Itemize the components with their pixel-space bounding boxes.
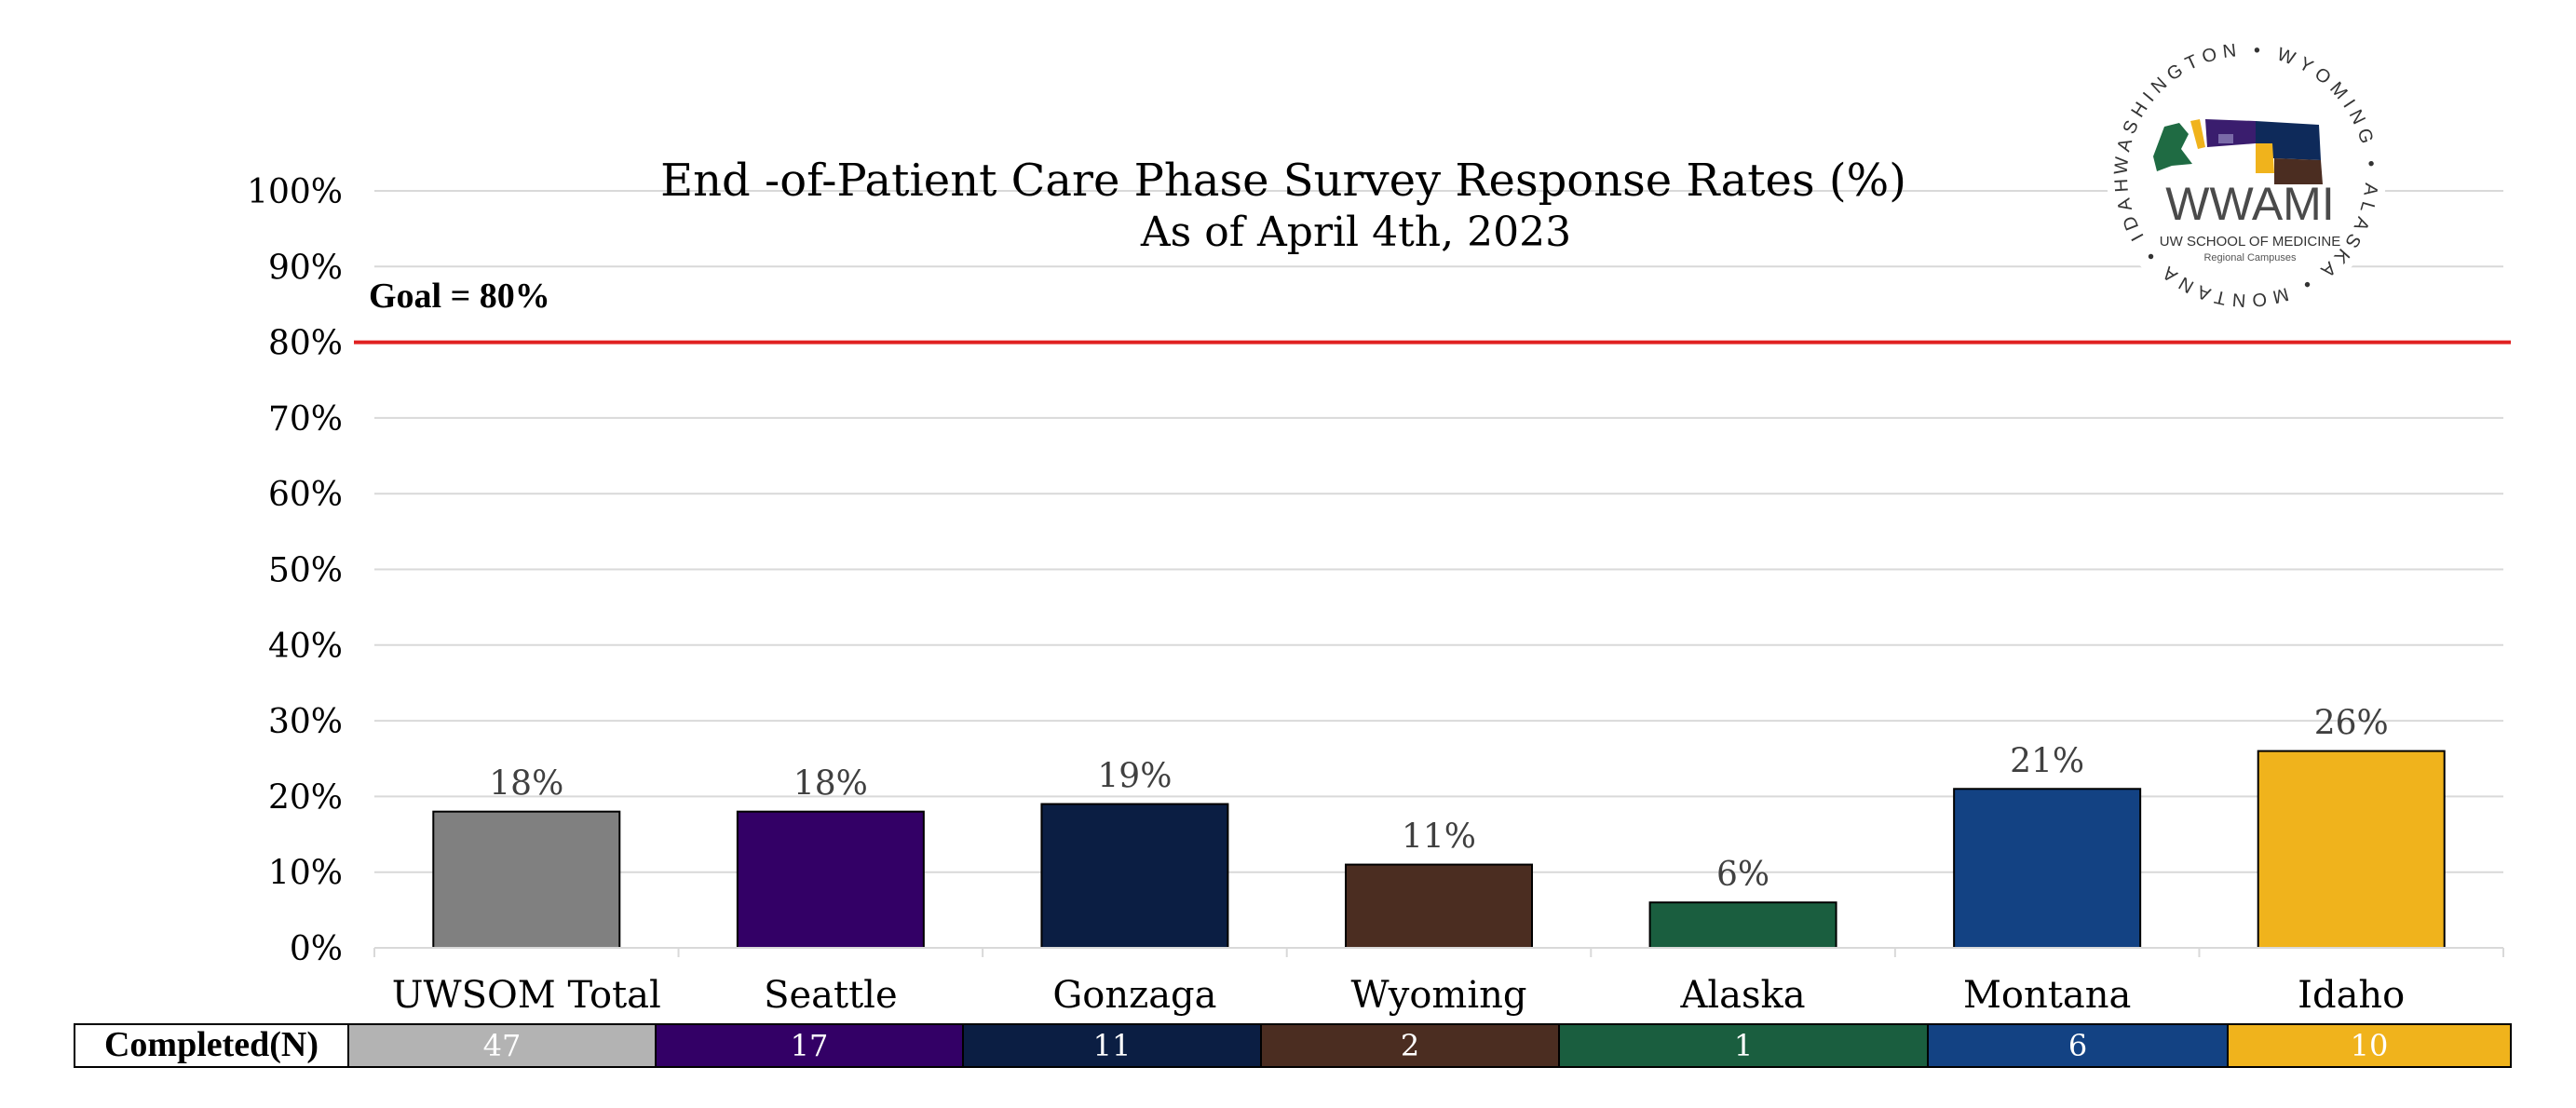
table-cell [655,1023,964,1068]
completed-table: Completed(N) 47 17 11 2 1 6 10 [74,1023,2512,1068]
table-cell-value: 11 [1093,1028,1132,1063]
x-tick-label: Alaska [1680,974,1806,1017]
y-tick-label: 30% [268,703,343,741]
table-row-label: Completed(N) [104,1025,319,1064]
y-tick-label: 80% [268,325,343,363]
bar [1953,788,2142,950]
bars [432,750,2446,950]
data-label: 18% [489,765,563,804]
x-tick-label: UWSOM Total [392,974,661,1017]
table-cell-value: 10 [2351,1028,2389,1063]
logo-line2: Regional Campuses [2203,252,2297,263]
goal-label: Goal = 80% [369,277,550,316]
wwami-map-icon [2153,119,2323,184]
x-tick-label: Gonzaga [1052,974,1216,1017]
bar [1345,863,1533,950]
data-label: 19% [1097,758,1172,796]
x-tick-label: Montana [1963,974,2131,1017]
wwami-logo: WASHINGTON • WYOMING • ALASKA • MONTANA … [2107,35,2386,315]
data-label: 6% [1716,856,1769,894]
logo-line1: UW SCHOOL OF MEDICINE [2160,234,2340,250]
data-label: 18% [793,765,868,804]
data-labels: 18% 18% 19% 11% 6% 21% 26% [489,705,2388,895]
data-label: 26% [2314,705,2389,743]
table-row-label-cell [74,1023,349,1068]
y-tick-label: 10% [268,855,343,893]
data-label: 21% [2010,742,2084,780]
x-tick-label: Seattle [764,974,898,1017]
chart-subtitle: As of April 4th, 2023 [1140,209,1571,256]
y-tick-label: 60% [268,476,343,514]
table-cell [347,1023,657,1068]
y-tick-label: 20% [268,778,343,817]
y-tick-label: 50% [268,552,343,590]
bar [432,810,621,949]
table-cell [1927,1023,2229,1068]
bar [2257,750,2446,949]
x-tick-label: Wyoming [1350,974,1526,1017]
table-cell-value: 47 [483,1028,522,1063]
table-cell [1558,1023,1929,1068]
y-axis-ticks: 0% 10% 20% 30% 40% 50% 60% 70% 80% 90% 100% [247,173,343,968]
x-axis-ticks: UWSOM Total Seattle Gonzaga Wyoming Alaska Mo… [373,947,2504,1017]
table-cell [1260,1023,1560,1068]
y-tick-label: 0% [290,930,343,968]
data-label: 11% [1402,818,1476,857]
table-cell-value: 17 [791,1028,829,1063]
y-tick-label: 40% [268,628,343,666]
table-cell-value: 2 [1401,1028,1419,1063]
chart-title: End -of-Patient Care Phase Survey Respon… [660,155,1906,207]
bar [1040,803,1229,950]
table-cell-value: 6 [2068,1028,2087,1063]
x-tick-label: Idaho [2298,974,2405,1017]
table-cell [2227,1023,2512,1068]
y-tick-label: 100% [247,173,343,211]
table-cell-value: 1 [1734,1028,1753,1063]
logo-wordmark: WWAMI [2165,178,2334,230]
bar [1648,901,1837,949]
bar [736,810,925,949]
y-tick-label: 70% [268,400,343,439]
y-tick-label: 90% [268,249,343,287]
